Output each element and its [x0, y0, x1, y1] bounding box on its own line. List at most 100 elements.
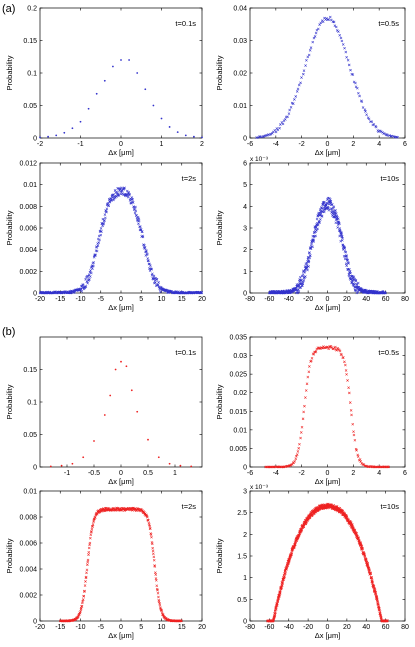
x-tick-label: -80 [245, 296, 255, 303]
data-point [362, 552, 366, 556]
x-tick-label: -20 [303, 624, 313, 631]
data-point [120, 59, 122, 61]
data-point [299, 431, 303, 434]
y-tick-label: 0 [243, 619, 247, 626]
data-point [286, 115, 289, 119]
data-point [136, 72, 139, 74]
data-point [150, 535, 153, 539]
data-point [131, 198, 134, 201]
data-point [348, 401, 352, 404]
data-point [157, 281, 160, 284]
data-point [329, 200, 333, 203]
x-tick-label: -4 [273, 470, 279, 477]
data-point [370, 120, 374, 124]
x-tick-label: 10 [158, 624, 166, 631]
data-point [274, 611, 277, 615]
data-point [119, 186, 123, 190]
data-point [107, 197, 111, 201]
data-point [86, 563, 89, 567]
data-point [365, 558, 368, 562]
x-tick-label: 0 [119, 141, 123, 148]
data-point [314, 230, 317, 233]
data-point [136, 410, 139, 413]
data-point [168, 462, 171, 465]
data-point [273, 614, 277, 618]
data-point [308, 256, 311, 260]
data-point [98, 238, 101, 242]
x-tick-label: 40 [362, 624, 370, 631]
y-tick-label: 0.1 [27, 400, 37, 407]
data-point [344, 262, 348, 265]
data-point [130, 196, 134, 199]
data-point [327, 347, 330, 351]
data-point [115, 195, 118, 198]
data-point [297, 290, 301, 294]
y-exponent-label: x 10⁻³ [250, 156, 269, 163]
data-point [96, 244, 100, 248]
data-point [103, 219, 106, 222]
data-point [338, 349, 342, 353]
data-point [134, 209, 138, 213]
data-point [86, 281, 89, 285]
chart-b4: -80 -60 -40 -20 0 20 40 60 80 0 0.5 1 1.5 2 2.5 3 Δx [μm… [215, 484, 409, 640]
data-point [295, 453, 299, 456]
y-tick-label: 0.2 [27, 6, 37, 13]
data-point [366, 562, 370, 566]
x-axis-label: Δx [μm] [108, 148, 134, 157]
data-point [150, 267, 153, 271]
x-axis-label: Δx [μm] [315, 148, 341, 157]
data-point [367, 117, 371, 121]
y-tick-label: 0.01 [233, 427, 247, 434]
data-point [343, 512, 347, 515]
data-point [336, 226, 339, 229]
data-point [271, 465, 275, 469]
data-point [278, 126, 281, 130]
data-point [328, 197, 332, 201]
data-point [262, 135, 266, 138]
data-point [315, 228, 318, 232]
data-point [145, 250, 148, 254]
data-point [103, 79, 106, 82]
data-point [360, 544, 364, 548]
data-point [86, 560, 89, 564]
data-point [90, 527, 94, 531]
data-point [309, 46, 313, 49]
data-point [87, 107, 90, 110]
data-point [301, 273, 305, 276]
data-point [319, 21, 323, 25]
y-tick-label: 0 [243, 291, 247, 298]
data-point [386, 619, 389, 622]
data-point [125, 365, 128, 368]
data-point [344, 369, 348, 372]
x-tick-label: -4 [273, 141, 279, 148]
data-point [90, 530, 93, 533]
data-point [94, 254, 97, 257]
data-point [147, 519, 150, 522]
data-point [359, 460, 362, 463]
x-tick-label: -2 [299, 470, 305, 477]
data-point [294, 95, 298, 98]
data-point [95, 249, 99, 253]
data-point [281, 578, 285, 582]
y-tick-label: 0.002 [19, 593, 37, 600]
data-point [87, 553, 90, 556]
data-point [88, 277, 91, 281]
data-point [327, 206, 330, 210]
data-point [288, 557, 292, 561]
data-point [156, 591, 160, 595]
data-point [303, 404, 306, 408]
data-point [300, 76, 303, 79]
data-point [343, 360, 346, 364]
data-point [92, 261, 95, 264]
y-tick-label: 1 [243, 269, 247, 276]
data-point [345, 373, 348, 376]
data-point [360, 100, 364, 103]
data-point [82, 594, 86, 598]
data-point [314, 31, 318, 35]
data-point [320, 210, 324, 213]
data-points [264, 345, 390, 469]
x-tick-label: 60 [382, 296, 390, 303]
y-axis-label: Probability [5, 210, 14, 245]
data-point [305, 59, 308, 62]
data-point [103, 213, 107, 216]
